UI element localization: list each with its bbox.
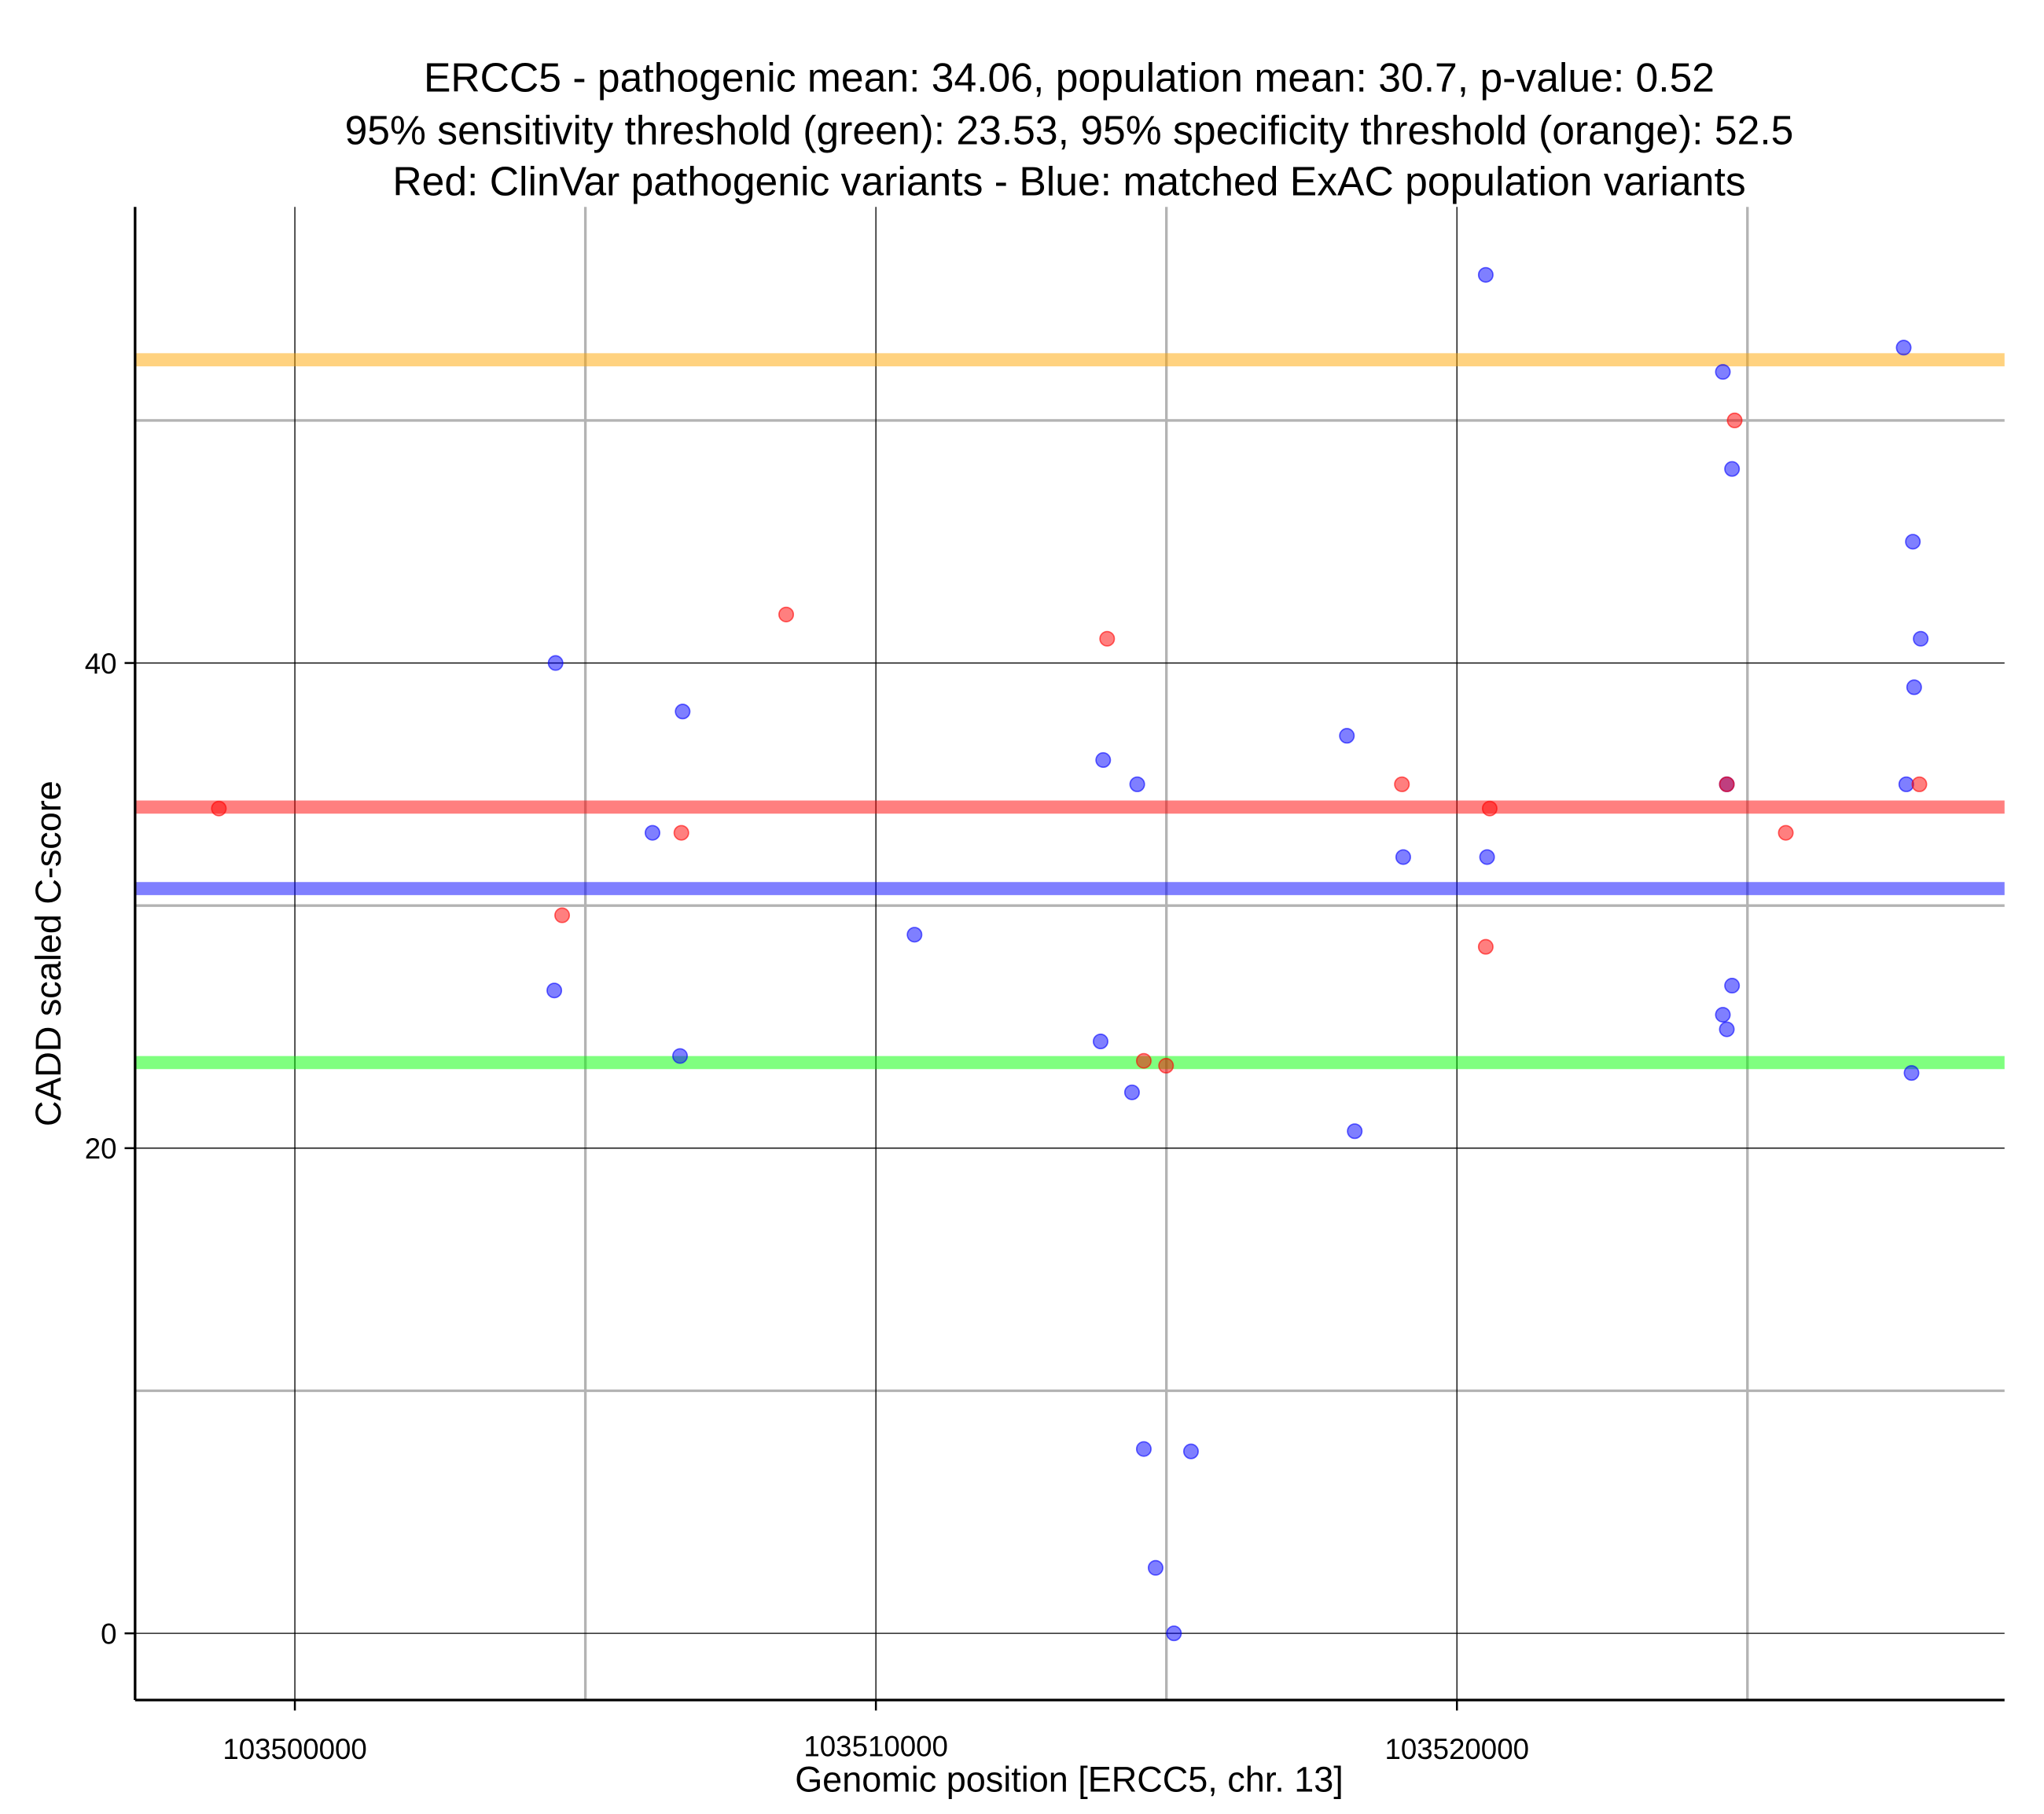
pathogenic-point xyxy=(778,606,795,622)
population-point xyxy=(1339,728,1355,744)
population-point xyxy=(1166,1625,1182,1642)
axes: 103500000 103510000 103520000 0 20 40 xyxy=(85,207,2005,1765)
title-line-1: ERCC5 - pathogenic mean: 34.06, populati… xyxy=(424,55,1715,101)
pathogenic-point xyxy=(211,800,227,817)
population-point xyxy=(1123,1084,1140,1100)
population-point xyxy=(906,927,923,943)
pathogenic-point xyxy=(1481,800,1498,817)
x-tick-label: 103520000 xyxy=(1384,1733,1528,1765)
population-point xyxy=(675,703,691,720)
pathogenic-point xyxy=(1158,1057,1175,1074)
population-point xyxy=(1147,1559,1164,1576)
pathogenic-point xyxy=(554,907,571,924)
pathogenic-point xyxy=(1719,776,1735,792)
data-points xyxy=(211,266,1929,1642)
pathogenic-point xyxy=(1777,824,1794,841)
population-point xyxy=(1129,776,1145,792)
title-line-2: 95% sensitivity threshold (green): 23.53… xyxy=(345,107,1794,152)
pathogenic-point xyxy=(1477,938,1494,955)
pathogenic-point xyxy=(1135,1052,1152,1069)
population-point xyxy=(1715,1007,1731,1023)
population-point xyxy=(1724,461,1741,477)
threshold-lines xyxy=(134,353,2005,1070)
population-point xyxy=(546,982,563,999)
y-axis-label: CADD scaled C-score xyxy=(28,780,68,1126)
population-point xyxy=(1895,340,1912,356)
pathogenic-point xyxy=(1394,776,1410,792)
grid xyxy=(134,207,2005,1701)
x-tick-label: 103500000 xyxy=(222,1733,366,1765)
population-point xyxy=(1135,1441,1152,1457)
population-point xyxy=(1898,776,1914,792)
y-tick-label: 0 xyxy=(101,1618,116,1650)
population-point xyxy=(1715,364,1731,380)
population-point xyxy=(1719,1021,1735,1037)
y-tick-label: 40 xyxy=(85,648,117,680)
population-point xyxy=(1906,679,1922,696)
population-point xyxy=(1182,1443,1199,1460)
x-axis-label: Genomic position [ERCC5, chr. 13] xyxy=(795,1760,1344,1800)
population-point xyxy=(644,824,660,841)
population-point xyxy=(1903,1065,1920,1081)
chart-title: ERCC5 - pathogenic mean: 34.06, populati… xyxy=(345,55,1794,204)
pathogenic-point xyxy=(1099,630,1116,647)
x-tick-label: 103510000 xyxy=(803,1731,947,1763)
population-point xyxy=(547,655,564,671)
title-line-3: Red: ClinVar pathogenic variants - Blue:… xyxy=(392,158,1745,204)
population-point xyxy=(1479,849,1495,865)
population-point xyxy=(1347,1123,1363,1140)
population-point xyxy=(1095,752,1112,769)
population-point xyxy=(1477,266,1494,283)
population-point xyxy=(1905,534,1921,550)
pathogenic-point xyxy=(1726,412,1743,428)
population-point xyxy=(1913,630,1929,647)
pathogenic-point xyxy=(673,824,689,841)
population-point xyxy=(672,1048,689,1064)
pathogenic-point xyxy=(1911,776,1928,792)
population-point xyxy=(1092,1034,1108,1050)
y-tick-label: 20 xyxy=(85,1133,117,1165)
population-point xyxy=(1724,978,1741,994)
population-point xyxy=(1395,849,1411,865)
